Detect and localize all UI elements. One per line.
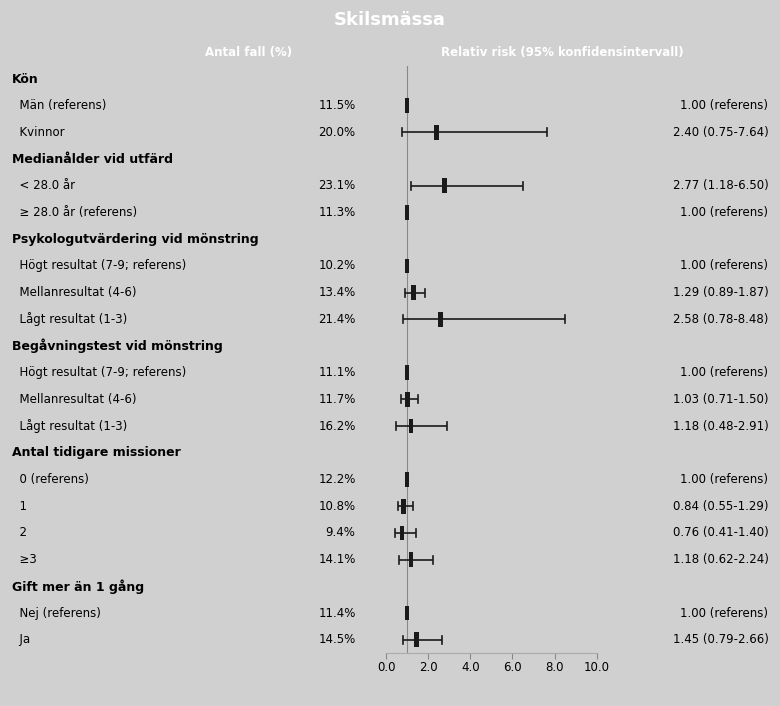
Text: 2.58 (0.78-8.48): 2.58 (0.78-8.48) [673, 313, 768, 325]
Bar [405, 472, 410, 487]
Text: Gift mer än 1 gång: Gift mer än 1 gång [12, 579, 144, 594]
Text: 2: 2 [12, 527, 27, 539]
Text: 1.18 (0.62-2.24): 1.18 (0.62-2.24) [672, 553, 768, 566]
Text: 14.5%: 14.5% [318, 633, 356, 646]
Text: Mellanresultat (4-6): Mellanresultat (4-6) [12, 393, 136, 406]
Text: 13.4%: 13.4% [318, 286, 356, 299]
Text: Mellanresultat (4-6): Mellanresultat (4-6) [12, 286, 136, 299]
Text: 12.2%: 12.2% [318, 473, 356, 486]
Text: ≥ 28.0 år (referens): ≥ 28.0 år (referens) [12, 206, 136, 219]
Text: 0 (referens): 0 (referens) [12, 473, 88, 486]
Text: 11.1%: 11.1% [318, 366, 356, 379]
Text: Medianålder vid utfärd: Medianålder vid utfärd [12, 152, 172, 166]
Text: Lågt resultat (1-3): Lågt resultat (1-3) [12, 419, 127, 433]
Text: 1.03 (0.71-1.50): 1.03 (0.71-1.50) [673, 393, 768, 406]
Text: Skilsmässa: Skilsmässa [334, 11, 446, 29]
Text: Antal tidigare missioner: Antal tidigare missioner [12, 446, 180, 460]
Bar [405, 606, 410, 621]
Bar [405, 205, 410, 220]
Text: 16.2%: 16.2% [318, 419, 356, 433]
Text: 1.00 (referens): 1.00 (referens) [680, 473, 768, 486]
Text: Ja: Ja [12, 633, 30, 646]
Text: ≥3: ≥3 [12, 553, 37, 566]
Text: 21.4%: 21.4% [318, 313, 356, 325]
Text: 11.4%: 11.4% [318, 606, 356, 619]
Text: 9.4%: 9.4% [326, 527, 356, 539]
Text: 1.45 (0.79-2.66): 1.45 (0.79-2.66) [672, 633, 768, 646]
Bar [405, 366, 410, 380]
Text: 1.00 (referens): 1.00 (referens) [680, 100, 768, 112]
Text: 23.1%: 23.1% [318, 179, 356, 192]
Text: Begåvningstest vid mönstring: Begåvningstest vid mönstring [12, 339, 222, 353]
Text: 10.8%: 10.8% [318, 500, 356, 513]
Text: 11.3%: 11.3% [318, 206, 356, 219]
Bar [434, 125, 439, 140]
Text: 20.0%: 20.0% [318, 126, 356, 139]
Bar [400, 525, 404, 540]
Text: Kvinnor: Kvinnor [12, 126, 64, 139]
Bar [442, 179, 447, 193]
Text: 1.00 (referens): 1.00 (referens) [680, 366, 768, 379]
Text: 1: 1 [12, 500, 27, 513]
Text: 10.2%: 10.2% [318, 259, 356, 273]
Text: 11.7%: 11.7% [318, 393, 356, 406]
Text: 1.18 (0.48-2.91): 1.18 (0.48-2.91) [672, 419, 768, 433]
Text: Högt resultat (7-9; referens): Högt resultat (7-9; referens) [12, 259, 186, 273]
Text: Nej (referens): Nej (referens) [12, 606, 101, 619]
Text: 1.00 (referens): 1.00 (referens) [680, 206, 768, 219]
Bar [411, 285, 416, 300]
Bar [438, 312, 443, 327]
Bar [402, 499, 406, 513]
Bar [409, 552, 413, 567]
Bar [409, 419, 413, 433]
Text: 0.76 (0.41-1.40): 0.76 (0.41-1.40) [672, 527, 768, 539]
Text: 1.00 (referens): 1.00 (referens) [680, 259, 768, 273]
Text: 2.40 (0.75-7.64): 2.40 (0.75-7.64) [672, 126, 768, 139]
Bar [414, 633, 419, 647]
Text: Antal fall (%): Antal fall (%) [205, 46, 292, 59]
Text: < 28.0 år: < 28.0 år [12, 179, 75, 192]
Bar [406, 392, 410, 407]
Text: 14.1%: 14.1% [318, 553, 356, 566]
Text: Kön: Kön [12, 73, 38, 85]
Text: Män (referens): Män (referens) [12, 100, 106, 112]
Bar [405, 258, 410, 273]
Bar [405, 98, 410, 113]
Text: 0.84 (0.55-1.29): 0.84 (0.55-1.29) [673, 500, 768, 513]
Text: Lågt resultat (1-3): Lågt resultat (1-3) [12, 312, 127, 326]
Text: Relativ risk (95% konfidensintervall): Relativ risk (95% konfidensintervall) [441, 46, 683, 59]
Text: 2.77 (1.18-6.50): 2.77 (1.18-6.50) [672, 179, 768, 192]
Text: 1.00 (referens): 1.00 (referens) [680, 606, 768, 619]
Text: Psykologutvärdering vid mönstring: Psykologutvärdering vid mönstring [12, 233, 258, 246]
Text: 11.5%: 11.5% [318, 100, 356, 112]
Text: 1.29 (0.89-1.87): 1.29 (0.89-1.87) [672, 286, 768, 299]
Text: Högt resultat (7-9; referens): Högt resultat (7-9; referens) [12, 366, 186, 379]
